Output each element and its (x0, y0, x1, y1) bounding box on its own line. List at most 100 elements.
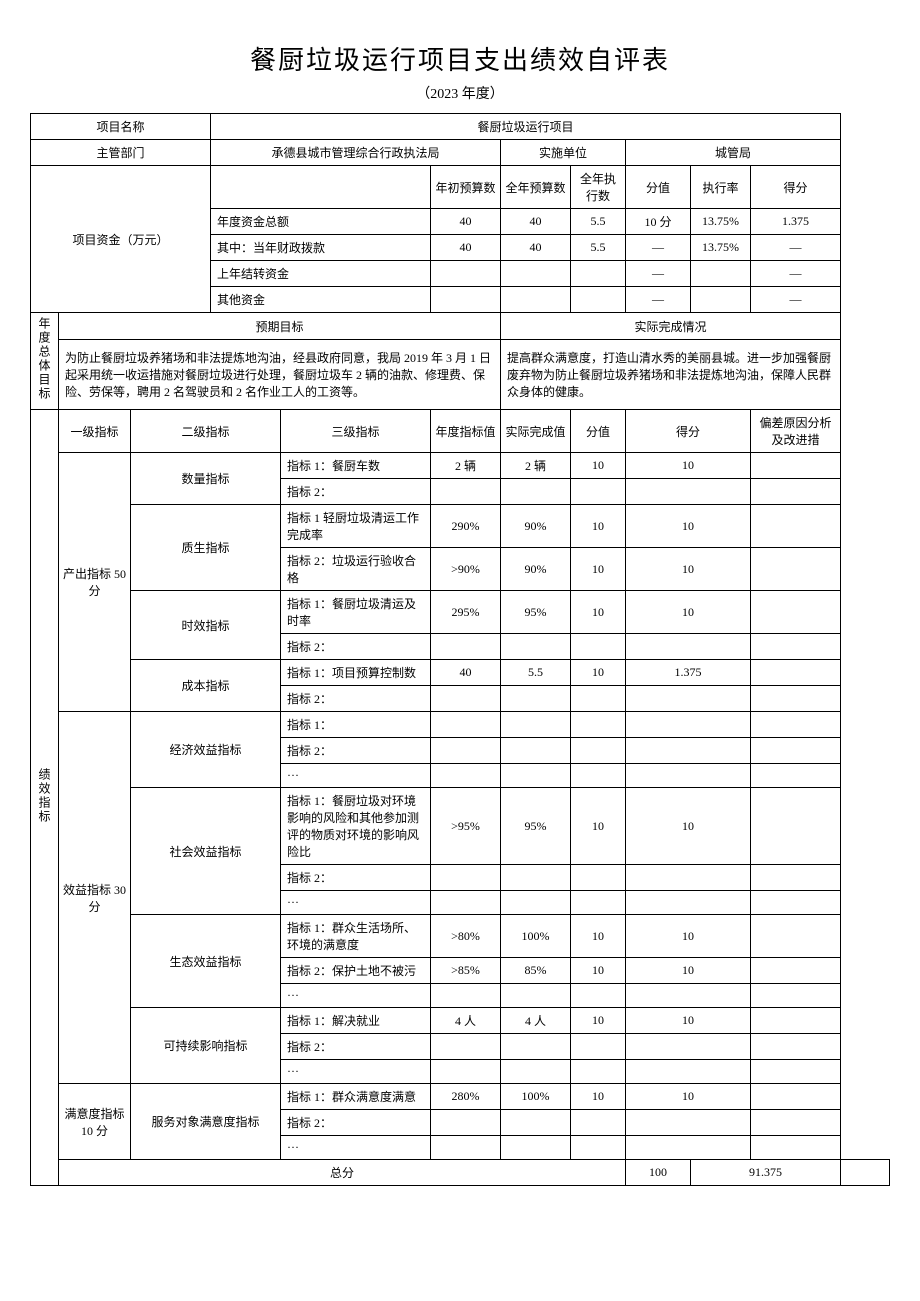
score-cell: 10 (571, 660, 626, 686)
fund-cell (571, 287, 626, 313)
got-cell: 10 (626, 548, 751, 591)
fund-cell: 40 (501, 209, 571, 235)
score-cell: 10 (571, 505, 626, 548)
actual-cell: 2 辆 (501, 453, 571, 479)
l3-cell: 指标 1：餐厨垃圾清运及时率 (281, 591, 431, 634)
l2-cell: 社会效益指标 (131, 788, 281, 915)
indicator-side: 绩效指标 (31, 410, 59, 1186)
actual-cell: 90% (501, 505, 571, 548)
l1-cell: 满意度指标 10 分 (59, 1084, 131, 1160)
target-cell: >85% (431, 958, 501, 984)
label-impl-unit: 实施单位 (501, 140, 626, 166)
total-score: 100 (626, 1160, 691, 1186)
actual-label: 实际完成情况 (501, 313, 841, 340)
l2-cell: 质生指标 (131, 505, 281, 591)
l3-cell: 指标 1：群众满意度满意 (281, 1084, 431, 1110)
actual-cell: 90% (501, 548, 571, 591)
l3-cell: ··· (281, 1136, 431, 1160)
col-yearexec: 全年执行数 (571, 166, 626, 209)
actual-cell: 100% (501, 1084, 571, 1110)
got-cell: 10 (626, 591, 751, 634)
fund-cell: 40 (431, 209, 501, 235)
fund-cell: 5.5 (571, 209, 626, 235)
got-cell: 10 (626, 453, 751, 479)
got-cell: 10 (626, 1084, 751, 1110)
actual-cell: 95% (501, 788, 571, 865)
target-cell: 2 辆 (431, 453, 501, 479)
score-cell: 10 (571, 591, 626, 634)
fund-cell: 1.375 (751, 209, 841, 235)
fund-cell (691, 287, 751, 313)
th-l3: 三级指标 (281, 410, 431, 453)
actual-cell: 5.5 (501, 660, 571, 686)
l3-cell: ··· (281, 1060, 431, 1084)
target-cell: 4 人 (431, 1008, 501, 1034)
col-yeartotal: 全年预算数 (501, 166, 571, 209)
actual-cell: 4 人 (501, 1008, 571, 1034)
l1-cell: 产出指标 50 分 (59, 453, 131, 712)
label-dept: 主管部门 (31, 140, 211, 166)
label-project-name: 项目名称 (31, 114, 211, 140)
expected-label: 预期目标 (59, 313, 501, 340)
fund-row-name: 其中：当年财政拨款 (211, 235, 431, 261)
fund-cell (501, 287, 571, 313)
l2-cell: 服务对象满意度指标 (131, 1084, 281, 1160)
col-got: 得分 (751, 166, 841, 209)
fund-cell: — (626, 235, 691, 261)
l3-cell: 指标 1：餐厨垃圾对环境影响的风险和其他参加测评的物质对环境的影响风险比 (281, 788, 431, 865)
fund-row-name: 其他资金 (211, 287, 431, 313)
target-cell: >80% (431, 915, 501, 958)
fund-cell: — (751, 287, 841, 313)
total-label: 总分 (59, 1160, 626, 1186)
got-cell: 10 (626, 958, 751, 984)
year-label: （2023 年度） (30, 83, 890, 103)
fund-cell: 40 (501, 235, 571, 261)
fund-cell (431, 287, 501, 313)
l3-cell: 指标 2： (281, 1110, 431, 1136)
impl-unit: 城管局 (626, 140, 841, 166)
col-yearstart: 年初预算数 (431, 166, 501, 209)
score-cell: 10 (571, 958, 626, 984)
th-actual: 实际完成值 (501, 410, 571, 453)
expected-goal: 为防止餐厨垃圾养猪场和非法提炼地沟油，经县政府同意，我局 2019 年 3 月 … (59, 340, 501, 410)
col-execrate: 执行率 (691, 166, 751, 209)
l2-cell: 生态效益指标 (131, 915, 281, 1008)
got-cell: 10 (626, 1008, 751, 1034)
got-cell: 10 (626, 505, 751, 548)
l3-cell: 指标 2：垃圾运行验收合格 (281, 548, 431, 591)
l2-cell: 可持续影响指标 (131, 1008, 281, 1084)
th-target: 年度指标值 (431, 410, 501, 453)
fund-row-name: 上年结转资金 (211, 261, 431, 287)
total-got: 91.375 (691, 1160, 841, 1186)
fund-cell: 13.75% (691, 209, 751, 235)
l3-cell: 指标 1：餐厨车数 (281, 453, 431, 479)
fund-cell: 13.75% (691, 235, 751, 261)
l3-cell: 指标 1： (281, 712, 431, 738)
project-name: 餐厨垃圾运行项目 (211, 114, 841, 140)
evaluation-table: 项目名称 餐厨垃圾运行项目 主管部门 承德县城市管理综合行政执法局 实施单位 城… (30, 113, 890, 1186)
target-cell: 40 (431, 660, 501, 686)
score-cell: 10 (571, 915, 626, 958)
l3-cell: 指标 1：解决就业 (281, 1008, 431, 1034)
th-reason: 偏差原因分析及改进措 (751, 410, 841, 453)
score-cell: 10 (571, 548, 626, 591)
goal-side-label: 年度总体目标 (31, 313, 59, 410)
l3-cell: 指标 2： (281, 686, 431, 712)
th-l2: 二级指标 (131, 410, 281, 453)
got-cell: 10 (626, 915, 751, 958)
target-cell (431, 479, 501, 505)
th-got: 得分 (626, 410, 751, 453)
fund-cell: — (626, 287, 691, 313)
col-score: 分值 (626, 166, 691, 209)
fund-cell: — (626, 261, 691, 287)
target-cell: 290% (431, 505, 501, 548)
target-cell: 280% (431, 1084, 501, 1110)
l3-cell: ··· (281, 764, 431, 788)
l3-cell: 指标 2： (281, 1034, 431, 1060)
l3-cell: 指标 2： (281, 479, 431, 505)
l1-cell: 效益指标 30 分 (59, 712, 131, 1084)
target-cell: >90% (431, 548, 501, 591)
th-score: 分值 (571, 410, 626, 453)
score-cell: 10 (571, 788, 626, 865)
l3-cell: 指标 1：项目预算控制数 (281, 660, 431, 686)
